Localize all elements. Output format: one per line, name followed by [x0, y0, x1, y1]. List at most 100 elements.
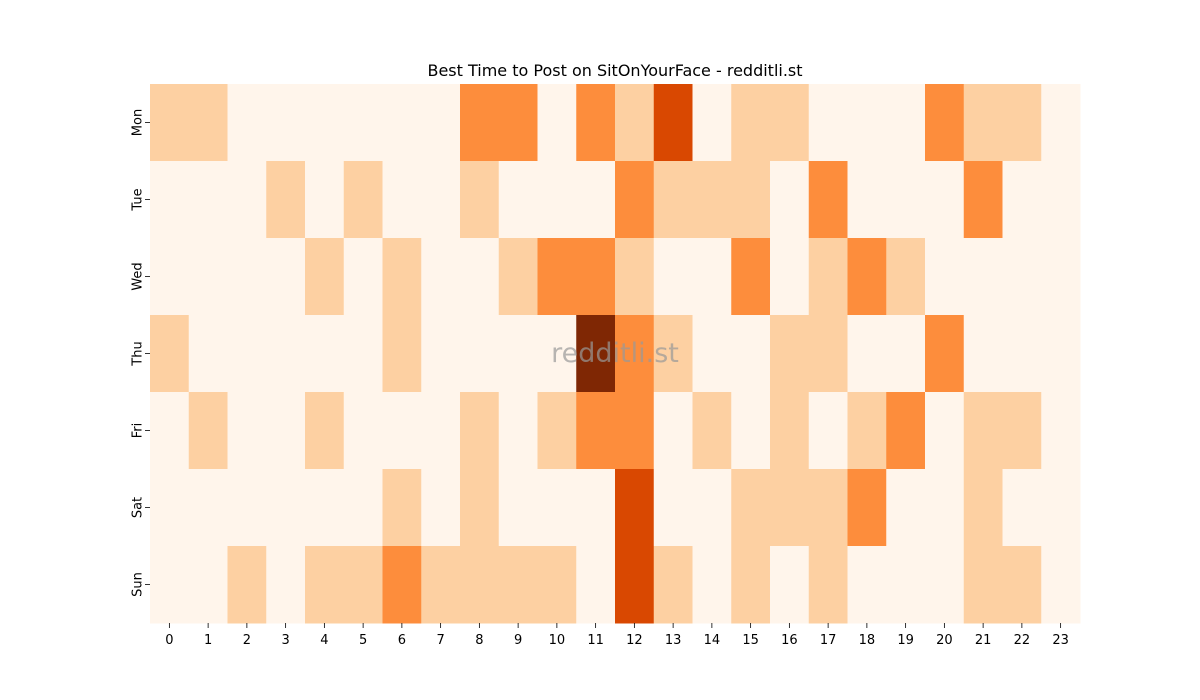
heatmap-cell-sun-7 [421, 546, 461, 624]
heatmap-cell-sun-9 [498, 546, 538, 624]
heatmap-cell-mon-23 [1041, 84, 1081, 162]
heatmap-cell-mon-4 [305, 84, 345, 162]
heatmap-cell-tue-18 [847, 161, 887, 239]
heatmap-cell-sat-9 [498, 469, 538, 547]
heatmap-cell-mon-3 [266, 84, 306, 162]
heatmap-cell-sat-18 [847, 469, 887, 547]
x-tick-label: 12 [626, 633, 643, 648]
x-tick-label: 10 [549, 633, 566, 648]
heatmap-cell-sat-5 [343, 469, 383, 547]
heatmap-cell-mon-11 [576, 84, 616, 162]
heatmap-cell-thu-20 [925, 315, 965, 393]
heatmap-cell-tue-14 [692, 161, 732, 239]
heatmap-cell-mon-22 [1002, 84, 1042, 162]
x-tick-label: 13 [665, 633, 682, 648]
heatmap-cell-wed-14 [692, 238, 732, 316]
heatmap-cell-wed-12 [615, 238, 655, 316]
heatmap-cell-fri-5 [343, 392, 383, 470]
heatmap-cell-sat-3 [266, 469, 306, 547]
y-tick-label: Tue [131, 188, 146, 211]
heatmap-cell-sun-15 [731, 546, 771, 624]
heatmap-cell-sat-11 [576, 469, 616, 547]
heatmap-cell-thu-9 [498, 315, 538, 393]
heatmap-cell-thu-23 [1041, 315, 1081, 393]
heatmap-cell-sat-23 [1041, 469, 1081, 547]
x-tick-label: 2 [243, 633, 251, 648]
heatmap-cell-tue-21 [963, 161, 1003, 239]
heatmap-cell-wed-19 [886, 238, 926, 316]
x-tick-label: 6 [398, 633, 406, 648]
x-tick-label: 8 [475, 633, 483, 648]
heatmap-cell-sun-21 [963, 546, 1003, 624]
heatmap-cell-tue-16 [770, 161, 810, 239]
heatmap-cell-wed-17 [808, 238, 848, 316]
heatmap-cell-mon-13 [653, 84, 693, 162]
heatmap-cell-wed-1 [188, 238, 228, 316]
heatmap-cell-fri-21 [963, 392, 1003, 470]
heatmap-cell-thu-8 [460, 315, 500, 393]
heatmap-cell-wed-16 [770, 238, 810, 316]
heatmap-cell-wed-23 [1041, 238, 1081, 316]
heatmap-cell-sun-8 [460, 546, 500, 624]
heatmap-cell-tue-0 [150, 161, 190, 239]
x-tick-label: 4 [320, 633, 328, 648]
heatmap-cell-wed-6 [382, 238, 422, 316]
heatmap-cell-thu-12 [615, 315, 655, 393]
heatmap-cell-sat-1 [188, 469, 228, 547]
heatmap-cells [150, 84, 1081, 624]
x-tick-label: 20 [936, 633, 953, 648]
heatmap-cell-mon-6 [382, 84, 422, 162]
x-tick-label: 14 [704, 633, 721, 648]
heatmap-cell-wed-3 [266, 238, 306, 316]
heatmap-cell-fri-0 [150, 392, 190, 470]
x-tick-label: 22 [1014, 633, 1031, 648]
heatmap-cell-mon-14 [692, 84, 732, 162]
heatmap-cell-tue-1 [188, 161, 228, 239]
x-tick-label: 9 [514, 633, 522, 648]
heatmap-cell-sun-20 [925, 546, 965, 624]
heatmap-cell-tue-7 [421, 161, 461, 239]
heatmap-cell-thu-21 [963, 315, 1003, 393]
heatmap-cell-fri-22 [1002, 392, 1042, 470]
heatmap-cell-fri-17 [808, 392, 848, 470]
heatmap-cell-thu-11 [576, 315, 616, 393]
heatmap-cell-tue-12 [615, 161, 655, 239]
heatmap-cell-fri-10 [537, 392, 577, 470]
heatmap-cell-mon-19 [886, 84, 926, 162]
heatmap-cell-tue-19 [886, 161, 926, 239]
heatmap-cell-thu-2 [227, 315, 267, 393]
heatmap-cell-fri-6 [382, 392, 422, 470]
heatmap-cell-fri-18 [847, 392, 887, 470]
y-tick-label: Sun [131, 572, 146, 597]
heatmap-cell-thu-3 [266, 315, 306, 393]
heatmap-cell-wed-7 [421, 238, 461, 316]
heatmap-cell-tue-11 [576, 161, 616, 239]
y-tick-label: Fri [131, 423, 146, 439]
heatmap-cell-tue-10 [537, 161, 577, 239]
x-tick-label: 1 [204, 633, 212, 648]
heatmap-cell-sat-4 [305, 469, 345, 547]
heatmap-cell-mon-0 [150, 84, 190, 162]
heatmap-cell-wed-15 [731, 238, 771, 316]
heatmap-cell-tue-2 [227, 161, 267, 239]
y-axis-ticks: Mon Tue Wed Thu Fri Sat Sun [131, 109, 150, 597]
heatmap-cell-wed-0 [150, 238, 190, 316]
heatmap-cell-fri-19 [886, 392, 926, 470]
heatmap-cell-tue-17 [808, 161, 848, 239]
heatmap-cell-wed-4 [305, 238, 345, 316]
heatmap-cell-wed-9 [498, 238, 538, 316]
heatmap-cell-sun-14 [692, 546, 732, 624]
heatmap-cell-sun-6 [382, 546, 422, 624]
heatmap-cell-wed-22 [1002, 238, 1042, 316]
heatmap-cell-thu-0 [150, 315, 190, 393]
heatmap-cell-sat-21 [963, 469, 1003, 547]
heatmap-cell-sun-1 [188, 546, 228, 624]
heatmap-cell-sat-12 [615, 469, 655, 547]
heatmap-cell-sun-2 [227, 546, 267, 624]
x-tick-label: 19 [897, 633, 914, 648]
x-tick-label: 0 [165, 633, 173, 648]
x-tick-label: 17 [820, 633, 837, 648]
x-tick-label: 18 [859, 633, 876, 648]
heatmap-cell-thu-17 [808, 315, 848, 393]
y-tick-label: Mon [131, 109, 146, 136]
